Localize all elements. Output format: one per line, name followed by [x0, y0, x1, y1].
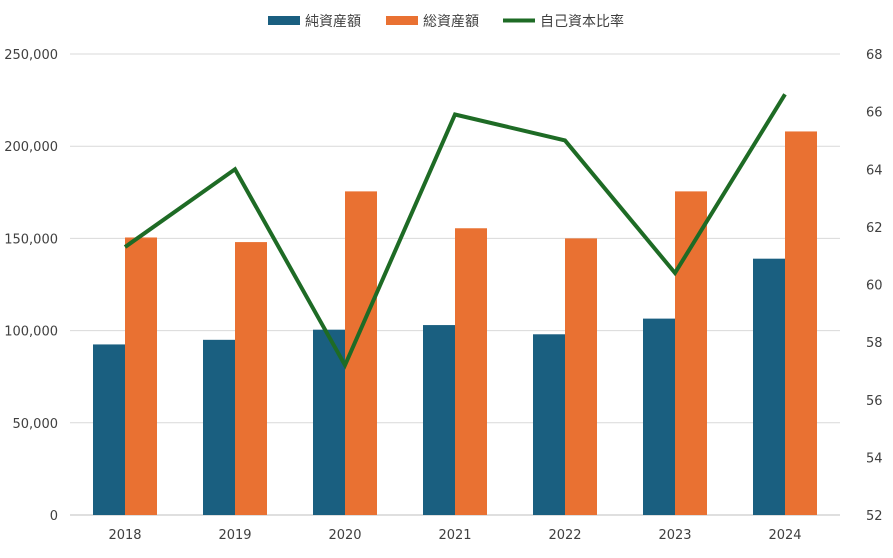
legend-item: 純資産額 [268, 14, 361, 30]
y-right-tick-label: 66 [866, 106, 883, 121]
x-tick-label: 2023 [658, 528, 691, 543]
y-right-tick-label: 52 [866, 509, 883, 524]
y-right-tick-label: 56 [866, 394, 883, 409]
y-right-tick-label: 54 [866, 451, 883, 466]
y-left-tick-label: 50,000 [13, 417, 59, 432]
y-axis-right: 52 54 56 58 60 62 64 66 68 [866, 48, 883, 524]
y-left-tick-label: 0 [50, 509, 58, 524]
x-tick-label: 2020 [328, 528, 361, 543]
legend-item: 総資産額 [386, 14, 479, 30]
net-assets-bar [643, 318, 675, 515]
total-assets-bar [675, 191, 707, 516]
legend-swatch [268, 16, 300, 25]
legend-swatch [386, 16, 418, 25]
net-assets-bar [753, 258, 785, 515]
x-tick-label: 2022 [548, 528, 581, 543]
legend-item: 自己資本比率 [503, 13, 624, 30]
y-right-tick-label: 68 [866, 48, 883, 63]
total-assets-bar [785, 131, 817, 515]
y-axis-left: 0 50,000 100,000 150,000 200,000 250,000 [4, 48, 58, 524]
total-assets-bar [565, 238, 597, 515]
y-right-tick-label: 64 [866, 163, 883, 178]
total-assets-bar [455, 228, 487, 515]
legend-label: 自己資本比率 [540, 13, 624, 30]
legend: 純資産額 総資産額 自己資本比率 [268, 13, 624, 30]
y-right-tick-label: 62 [866, 221, 883, 236]
total-assets-bar [235, 242, 267, 515]
x-tick-label: 2021 [438, 528, 471, 543]
y-right-tick-label: 60 [866, 279, 883, 294]
net-assets-bar [203, 339, 235, 515]
legend-label: 総資産額 [423, 14, 479, 30]
equity-ratio-line [123, 93, 787, 370]
total-assets-bar [125, 237, 157, 515]
y-left-tick-label: 150,000 [4, 232, 58, 247]
net-assets-bar [93, 344, 125, 515]
y-left-tick-label: 250,000 [4, 48, 58, 63]
net-assets-bar [313, 329, 345, 515]
bars [93, 131, 817, 516]
net-assets-bar [533, 334, 565, 515]
x-tick-label: 2018 [108, 528, 141, 543]
y-left-tick-label: 100,000 [4, 325, 58, 340]
y-left-tick-label: 200,000 [4, 140, 58, 155]
x-axis: 2018 2019 2020 2021 2022 2023 2024 [108, 528, 801, 543]
x-tick-label: 2024 [768, 528, 801, 543]
y-right-tick-label: 58 [866, 336, 883, 351]
ratio-line-layer [123, 93, 787, 370]
x-tick-label: 2019 [218, 528, 251, 543]
legend-label: 純資産額 [305, 14, 361, 30]
net-assets-bar [423, 325, 455, 515]
